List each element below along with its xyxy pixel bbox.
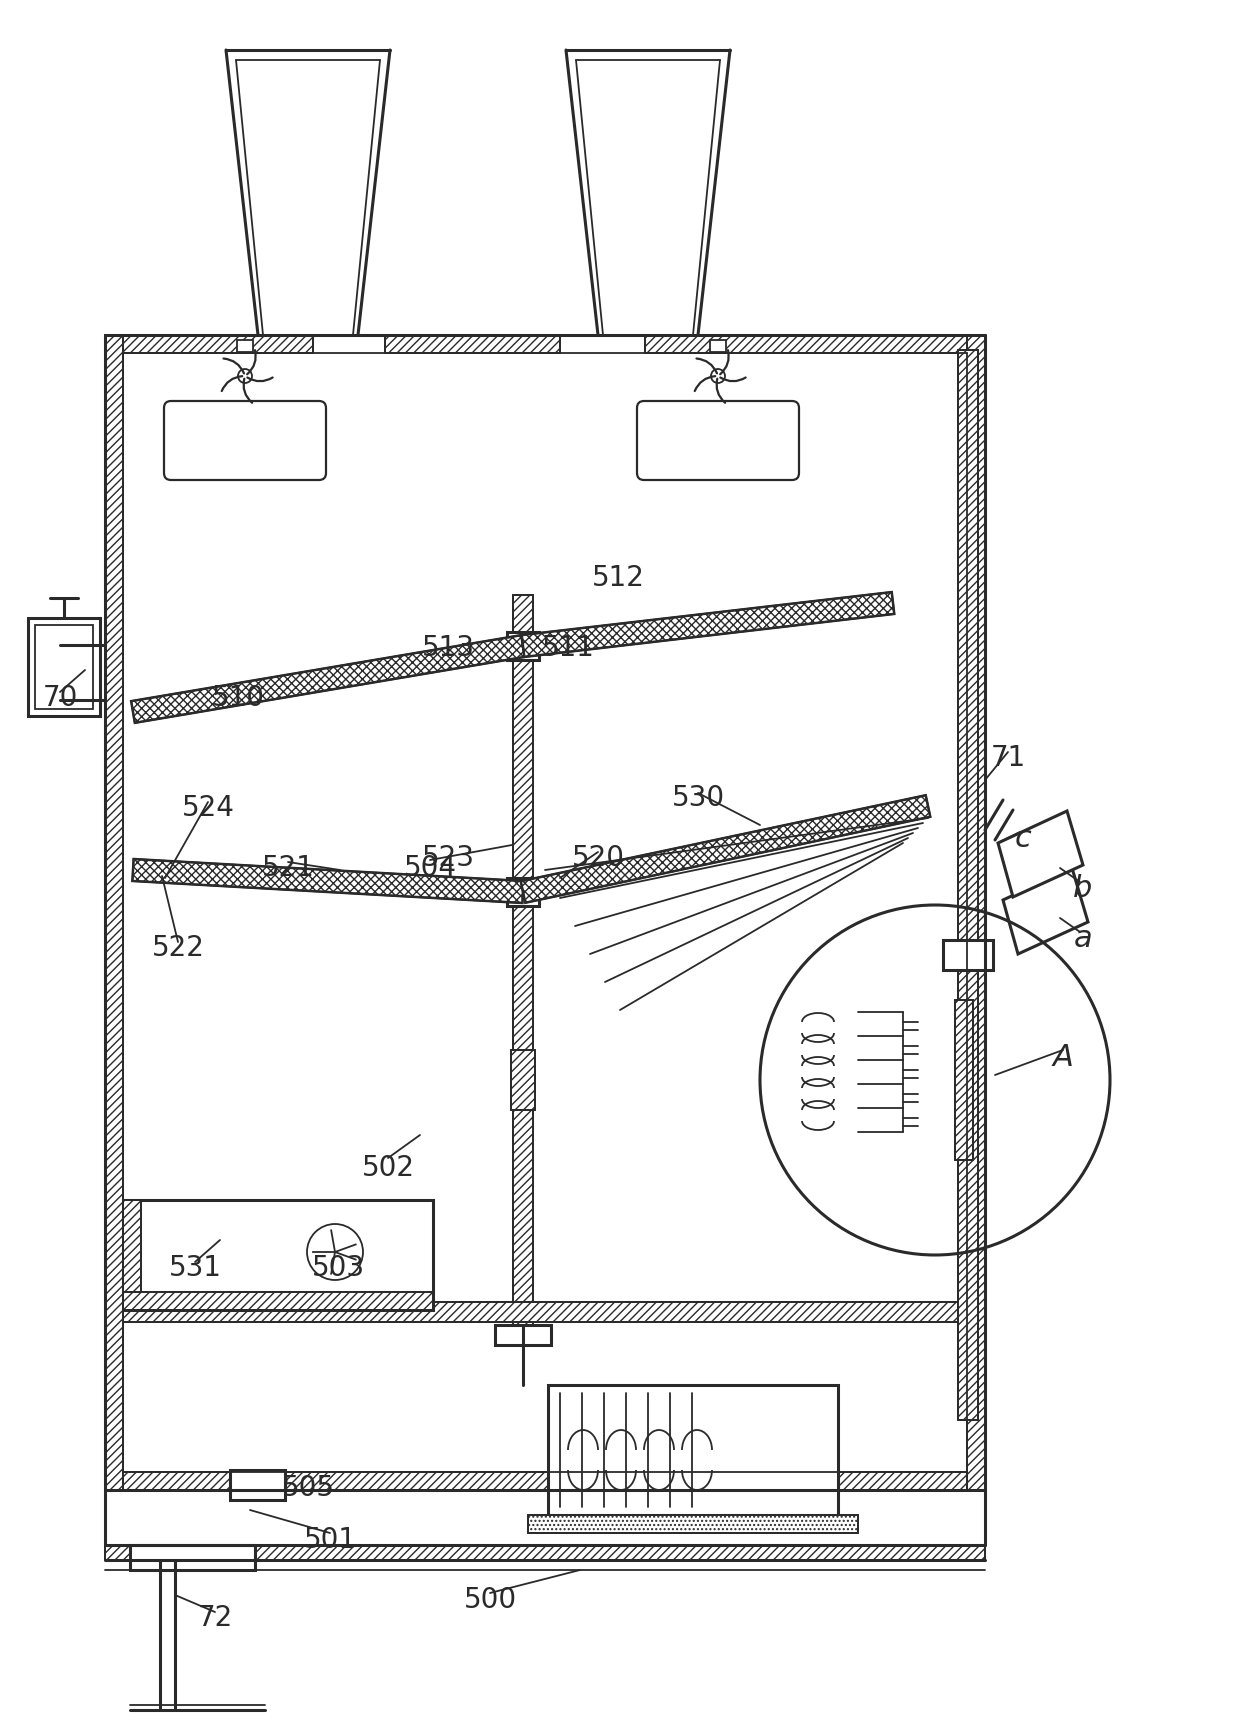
Bar	[711, 341, 725, 353]
Bar	[123, 1471, 967, 1490]
Text: 71: 71	[991, 743, 1025, 773]
Bar	[548, 1385, 838, 1515]
Circle shape	[711, 368, 725, 384]
Bar	[384, 335, 560, 353]
FancyBboxPatch shape	[637, 401, 799, 481]
Bar	[123, 335, 312, 353]
Bar	[123, 1200, 433, 1311]
Text: 512: 512	[591, 564, 645, 591]
Bar	[967, 335, 985, 1490]
Text: 511: 511	[542, 635, 594, 662]
Bar	[123, 1302, 967, 1323]
Text: c: c	[1014, 823, 1032, 852]
Text: 510: 510	[212, 685, 264, 712]
Bar	[967, 335, 985, 1490]
Bar	[123, 335, 312, 353]
Text: 505: 505	[281, 1475, 335, 1503]
Bar	[123, 1292, 433, 1311]
Bar	[229, 1470, 285, 1501]
Text: a: a	[1074, 923, 1092, 953]
Text: 72: 72	[197, 1605, 233, 1632]
Bar	[123, 1292, 433, 1311]
Bar	[29, 617, 100, 716]
Bar	[959, 349, 978, 1420]
Polygon shape	[133, 859, 523, 903]
Text: 70: 70	[42, 685, 78, 712]
Bar	[507, 633, 539, 660]
Bar	[105, 1546, 985, 1560]
Bar	[528, 1515, 858, 1534]
Text: b: b	[1074, 873, 1092, 903]
Polygon shape	[522, 591, 894, 657]
Text: 513: 513	[422, 635, 475, 662]
Bar	[35, 624, 93, 709]
Bar	[942, 941, 993, 970]
Polygon shape	[521, 795, 930, 903]
Bar	[955, 999, 973, 1160]
Bar	[528, 1515, 858, 1534]
Bar	[645, 335, 967, 353]
Bar	[513, 595, 533, 1324]
Text: 503: 503	[311, 1254, 365, 1281]
Bar	[123, 1200, 141, 1311]
Bar	[384, 335, 560, 353]
Polygon shape	[1003, 868, 1087, 954]
Text: 524: 524	[181, 794, 234, 821]
Circle shape	[238, 368, 252, 384]
Text: 504: 504	[403, 854, 456, 882]
Bar	[507, 878, 539, 906]
Text: A: A	[1053, 1044, 1074, 1072]
Circle shape	[308, 1224, 363, 1279]
Text: 522: 522	[151, 934, 205, 961]
Bar	[959, 349, 978, 1420]
Polygon shape	[131, 635, 525, 723]
Bar	[237, 341, 253, 353]
Bar	[495, 1324, 551, 1345]
Text: 501: 501	[304, 1527, 357, 1554]
Bar	[513, 595, 533, 1324]
Text: 523: 523	[422, 844, 475, 871]
Bar	[105, 1546, 985, 1560]
Bar	[123, 1471, 967, 1490]
Bar	[511, 1050, 534, 1110]
Text: 521: 521	[262, 854, 315, 882]
Bar	[123, 1200, 141, 1311]
Text: 530: 530	[671, 783, 724, 813]
Bar	[645, 335, 967, 353]
FancyBboxPatch shape	[164, 401, 326, 481]
Text: 500: 500	[464, 1585, 517, 1613]
Text: 531: 531	[169, 1254, 222, 1281]
Text: 520: 520	[572, 844, 625, 871]
Bar	[130, 1546, 255, 1570]
Bar	[123, 1302, 967, 1323]
Bar	[955, 999, 973, 1160]
Text: 502: 502	[362, 1153, 414, 1183]
Bar	[105, 335, 123, 1490]
Polygon shape	[998, 811, 1083, 897]
Bar	[511, 1050, 534, 1110]
Bar	[105, 335, 123, 1490]
